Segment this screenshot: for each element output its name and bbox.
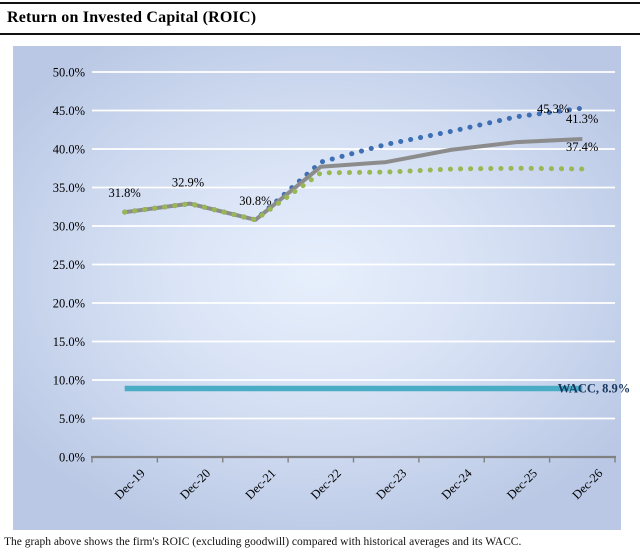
y-axis-tick-label: 10.0% [53, 374, 85, 388]
data-label: 37.4% [566, 140, 598, 154]
x-axis-category-label: Dec-19 [112, 466, 148, 502]
data-label: 32.9% [172, 176, 204, 190]
y-axis-tick-label: 25.0% [53, 258, 85, 272]
y-axis-tick-label: 20.0% [53, 297, 85, 311]
x-axis-category-label: Dec-25 [504, 466, 540, 502]
data-label: WACC, 8.9% [558, 381, 631, 395]
chart-caption: The graph above shows the firm's ROIC (e… [4, 536, 522, 548]
data-label: 31.8% [109, 186, 141, 200]
roic-chart-canvas: 0.0% 5.0% 10.0% 15.0% 20.0% 25.0% 30.0% 35.0% 40… [53, 66, 631, 503]
roic-chart: 0.0% 5.0% 10.0% 15.0% 20.0% 25.0% 30.0% 35.0% 40… [13, 46, 631, 530]
x-axis-category-label: Dec-21 [243, 466, 279, 502]
series-roic [124, 136, 583, 222]
x-axis-category-label: Dec-24 [439, 466, 475, 502]
y-axis-tick-label: 5.0% [59, 412, 85, 426]
y-axis-tick-label: 30.0% [53, 220, 85, 234]
y-axis-tick-label: 35.0% [53, 181, 85, 195]
x-axis-category-label: Dec-20 [177, 466, 213, 502]
series-roic-excluding-goodwill- [122, 105, 585, 223]
y-axis-tick-label: 50.0% [53, 66, 85, 80]
data-label: 41.3% [566, 112, 598, 126]
x-axis-category-label: Dec-22 [308, 466, 344, 502]
y-axis-tick-label: 45.0% [53, 104, 85, 118]
chart-title-bar: Return on Invested Capital (ROIC) [0, 2, 640, 35]
data-label: 30.8% [239, 194, 271, 208]
page-title: Return on Invested Capital (ROIC) [7, 9, 257, 26]
y-axis-tick-label: 40.0% [53, 143, 85, 157]
y-axis-tick-label: 15.0% [53, 335, 85, 349]
data-label: 45.3% [537, 102, 569, 116]
x-axis-category-label: Dec-23 [373, 466, 409, 502]
y-axis-tick-label: 0.0% [59, 451, 85, 465]
x-axis-category-label: Dec-26 [570, 466, 606, 502]
